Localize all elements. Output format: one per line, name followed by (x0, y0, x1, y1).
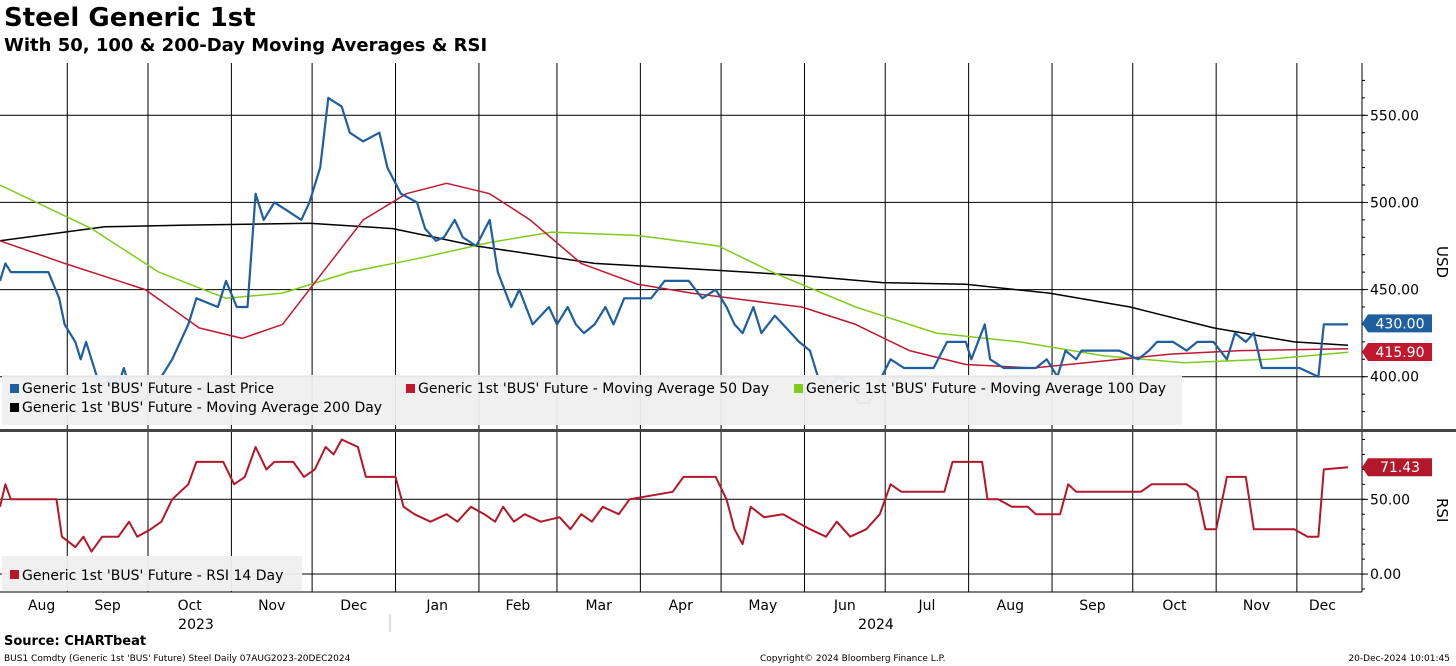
price-ytick-label: 450.00 (1370, 283, 1419, 299)
rsi-legend: Generic 1st 'BUS' Future - RSI 14 Day (2, 556, 302, 591)
last-price-tag: 430.00 (1362, 314, 1432, 333)
last-price-tag-shape (1362, 314, 1432, 333)
ma50-tag-shape (1362, 343, 1432, 362)
price-ytick-label: 400.00 (1370, 370, 1419, 386)
legend-label: Generic 1st 'BUS' Future - RSI 14 Day (22, 568, 283, 584)
x-month-label: Nov (1243, 598, 1270, 614)
chart-subtitle: With 50, 100 & 200-Day Moving Averages &… (4, 35, 488, 56)
rsi-legend-bg (2, 556, 302, 591)
rsi-tag-text: 71.43 (1380, 460, 1420, 476)
chart-title: Steel Generic 1st (4, 3, 256, 33)
x-month-label: Oct (178, 598, 203, 614)
ma200-line (0, 222, 1349, 347)
legend-swatch (794, 384, 803, 393)
x-month-label: Jul (917, 598, 935, 614)
x-year-label: 2024 (858, 617, 894, 633)
last-price-tag-text: 430.00 (1376, 316, 1425, 332)
x-month-label: Apr (669, 598, 693, 614)
x-month-label: Oct (1162, 598, 1187, 614)
rsi-tag-shape (1362, 458, 1432, 477)
price-ytick-label: 500.00 (1370, 195, 1419, 211)
legend-label: Generic 1st 'BUS' Future - Last Price (22, 381, 274, 397)
rsi-ytick-label: 0.00 (1370, 567, 1401, 583)
x-month-label: Dec (1309, 598, 1336, 614)
source-label: Source: CHARTbeat (4, 634, 147, 649)
legend-swatch (406, 384, 415, 393)
legend-label: Generic 1st 'BUS' Future - Moving Averag… (806, 381, 1166, 397)
price-legend: Generic 1st 'BUS' Future - Last Price Gen… (2, 375, 1182, 425)
legend-swatch (10, 570, 19, 579)
ma50-line (0, 182, 1349, 369)
legend-swatch (10, 384, 19, 393)
legend-label: Generic 1st 'BUS' Future - Moving Averag… (22, 400, 382, 416)
footer-ticker-info: BUS1 Comdty (Generic 1st 'BUS' Future) S… (4, 654, 351, 664)
x-month-label: Sep (1079, 598, 1106, 614)
legend-swatch (10, 403, 19, 412)
ma100-line (0, 184, 1349, 364)
price-legend-bg (2, 375, 1182, 425)
x-month-label: Feb (506, 598, 531, 614)
legend-label: Generic 1st 'BUS' Future - Moving Averag… (418, 381, 769, 397)
ma50-tag: 415.90 (1362, 343, 1432, 362)
x-month-label: Sep (94, 598, 121, 614)
x-month-label: Nov (258, 598, 285, 614)
footer-timestamp: 20-Dec-2024 10:01:45 (1348, 654, 1450, 664)
rsi-tag: 71.43 (1362, 458, 1432, 477)
x-year-label: 2023 (178, 617, 214, 633)
price-ytick-label: 550.00 (1370, 108, 1419, 124)
x-month-label: Mar (585, 598, 612, 614)
x-month-label: May (748, 598, 777, 614)
footer-copyright: Copyright© 2024 Bloomberg Finance L.P. (760, 654, 946, 664)
x-month-label: Jun (833, 598, 856, 614)
ma50-tag-text: 415.90 (1376, 345, 1425, 361)
rsi-ytick-label: 50.00 (1370, 492, 1410, 508)
x-month-label: Aug (997, 598, 1024, 614)
last-price-line (0, 96, 1348, 404)
x-month-label: Aug (28, 598, 55, 614)
rsi-line (0, 438, 1349, 553)
x-month-label: Jan (425, 598, 448, 614)
price-y-axis-label: USD (1433, 246, 1451, 278)
x-month-label: Dec (340, 598, 367, 614)
rsi-y-axis-label: RSI (1433, 498, 1451, 522)
